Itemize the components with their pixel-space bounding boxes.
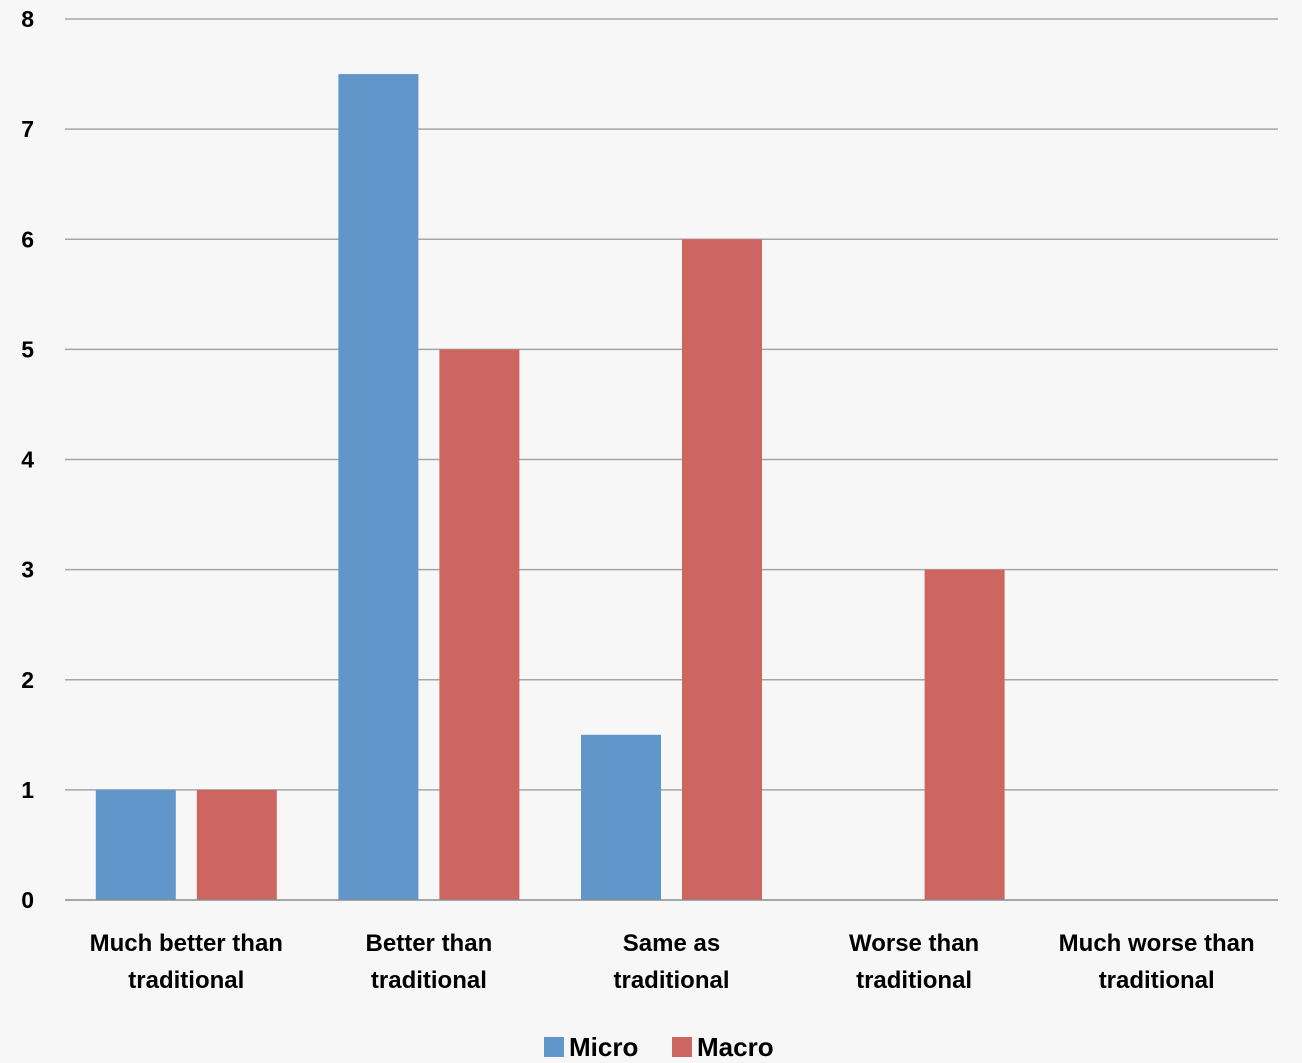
y-tick-label: 0	[21, 887, 34, 913]
bar-macro	[682, 239, 762, 900]
x-tick-label-line: traditional	[128, 967, 244, 994]
gridlines	[65, 18, 1278, 791]
x-axis-tick-labels: Much better than traditional Better than tr…	[90, 930, 1255, 994]
legend-swatch-macro	[672, 1037, 692, 1057]
y-tick-label: 2	[21, 667, 34, 693]
bar-macro	[924, 569, 1005, 900]
x-tick-label-line: traditional	[1099, 967, 1215, 994]
bar-micro	[581, 734, 661, 900]
x-tick-label-line: traditional	[856, 967, 972, 994]
bar-macro	[439, 349, 520, 900]
y-tick-label: 1	[21, 777, 34, 803]
x-tick-label-line: Much better than	[90, 930, 283, 957]
bar-micro	[95, 789, 176, 900]
x-tick-label-line: Better than	[366, 930, 493, 957]
y-axis-tick-labels: 0 1 2 3 4 5 6 7 8	[21, 6, 34, 913]
y-tick-label: 3	[21, 557, 34, 583]
x-tick-label: Worse than traditional	[849, 930, 979, 994]
legend-label-macro: Macro	[697, 1032, 774, 1062]
bar-macro	[196, 789, 277, 900]
y-tick-label: 8	[21, 6, 34, 32]
legend-swatch-micro	[544, 1037, 564, 1057]
x-tick-label: Much worse than traditional	[1059, 930, 1255, 994]
bars	[95, 74, 1005, 900]
x-tick-label-line: Same as	[623, 930, 720, 957]
x-tick-label: Better than traditional	[366, 930, 493, 994]
x-tick-label-line: Much worse than	[1059, 930, 1255, 957]
bar-micro	[338, 74, 419, 900]
y-tick-label: 6	[21, 226, 34, 252]
x-tick-label: Much better than traditional	[90, 930, 283, 994]
y-tick-label: 5	[21, 336, 34, 362]
y-tick-label: 4	[21, 447, 34, 473]
x-tick-label-line: Worse than	[849, 930, 979, 957]
x-tick-label-line: traditional	[613, 967, 729, 994]
y-tick-label: 7	[21, 116, 34, 142]
legend: Micro Macro	[544, 1032, 774, 1062]
x-tick-label-line: traditional	[371, 967, 487, 994]
x-tick-label: Same as traditional	[613, 930, 729, 994]
legend-label-micro: Micro	[569, 1032, 638, 1062]
